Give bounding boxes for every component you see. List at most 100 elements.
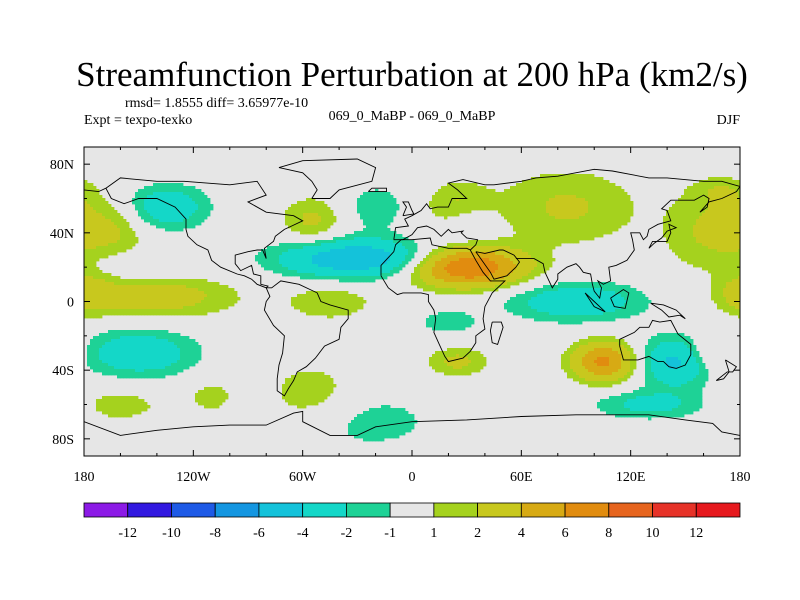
field-cell	[186, 213, 190, 217]
field-cell	[450, 261, 454, 265]
field-cell	[591, 180, 595, 184]
field-cell	[681, 228, 685, 232]
field-cell	[669, 237, 673, 241]
field-cell	[372, 261, 376, 265]
field-cell	[471, 195, 475, 199]
field-cell	[474, 207, 478, 211]
field-cell	[675, 225, 679, 229]
field-cell	[111, 288, 115, 292]
field-cell	[102, 279, 106, 283]
field-cell	[681, 198, 685, 202]
field-cell	[528, 192, 532, 196]
field-cell	[738, 261, 740, 265]
field-cell	[261, 255, 265, 259]
field-cell	[174, 222, 178, 226]
field-cell	[567, 297, 571, 301]
field-cell	[390, 216, 394, 220]
field-cell	[321, 294, 325, 298]
field-cell	[729, 261, 733, 265]
field-cell	[360, 273, 364, 277]
field-cell	[309, 210, 313, 214]
field-cell	[729, 273, 733, 277]
field-cell	[684, 246, 688, 250]
field-cell	[723, 219, 727, 223]
field-cell	[195, 195, 199, 199]
field-cell	[306, 255, 310, 259]
field-cell	[90, 243, 94, 247]
field-cell	[291, 219, 295, 223]
field-cell	[141, 297, 145, 301]
field-cell	[354, 300, 358, 304]
field-cell	[384, 264, 388, 268]
field-cell	[696, 231, 700, 235]
field-cell	[171, 195, 175, 199]
field-cell	[588, 285, 592, 289]
field-cell	[141, 288, 145, 292]
field-cell	[504, 252, 508, 256]
field-cell	[711, 237, 715, 241]
field-cell	[165, 279, 169, 283]
field-cell	[450, 258, 454, 262]
field-cell	[594, 300, 598, 304]
field-cell	[546, 228, 550, 232]
field-cell	[453, 291, 457, 295]
field-cell	[120, 279, 124, 283]
field-cell	[534, 189, 538, 193]
field-cell	[87, 213, 91, 217]
field-cell	[387, 246, 391, 250]
field-cell	[720, 303, 724, 307]
field-cell	[303, 219, 307, 223]
field-cell	[468, 240, 472, 244]
field-cell	[567, 210, 571, 214]
field-cell	[354, 231, 358, 235]
field-cell	[675, 234, 679, 238]
field-cell	[330, 252, 334, 256]
field-cell	[87, 225, 91, 229]
field-cell	[738, 294, 740, 298]
field-cell	[609, 288, 613, 292]
field-cell	[162, 213, 166, 217]
field-cell	[729, 270, 733, 274]
field-cell	[576, 288, 580, 292]
field-cell	[84, 261, 88, 265]
field-cell	[489, 189, 493, 193]
field-cell	[510, 300, 514, 304]
field-cell	[546, 189, 550, 193]
field-cell	[339, 237, 343, 241]
field-cell	[336, 273, 340, 277]
field-cell	[723, 282, 727, 286]
field-cell	[570, 222, 574, 226]
field-cell	[372, 258, 376, 262]
field-cell	[483, 186, 487, 190]
field-cell	[465, 282, 469, 286]
field-cell	[312, 210, 316, 214]
field-cell	[306, 297, 310, 301]
field-cell	[594, 177, 598, 181]
field-cell	[495, 285, 499, 289]
field-cell	[621, 207, 625, 211]
field-cell	[147, 189, 151, 193]
field-cell	[480, 282, 484, 286]
field-cell	[720, 219, 724, 223]
field-cell	[387, 270, 391, 274]
field-cell	[561, 192, 565, 196]
field-cell	[195, 300, 199, 304]
field-cell	[618, 225, 622, 229]
field-cell	[381, 267, 385, 271]
field-cell	[393, 249, 397, 253]
field-cell	[594, 189, 598, 193]
field-cell	[423, 267, 427, 271]
field-cell	[135, 282, 139, 286]
field-cell	[729, 183, 733, 187]
field-cell	[540, 267, 544, 271]
field-cell	[108, 276, 112, 280]
field-cell	[543, 210, 547, 214]
field-cell	[87, 306, 91, 310]
field-cell	[738, 237, 740, 241]
field-cell	[123, 300, 127, 304]
field-cell	[366, 216, 370, 220]
field-cell	[597, 282, 601, 286]
field-cell	[696, 183, 700, 187]
field-cell	[555, 243, 559, 247]
field-cell	[198, 300, 202, 304]
